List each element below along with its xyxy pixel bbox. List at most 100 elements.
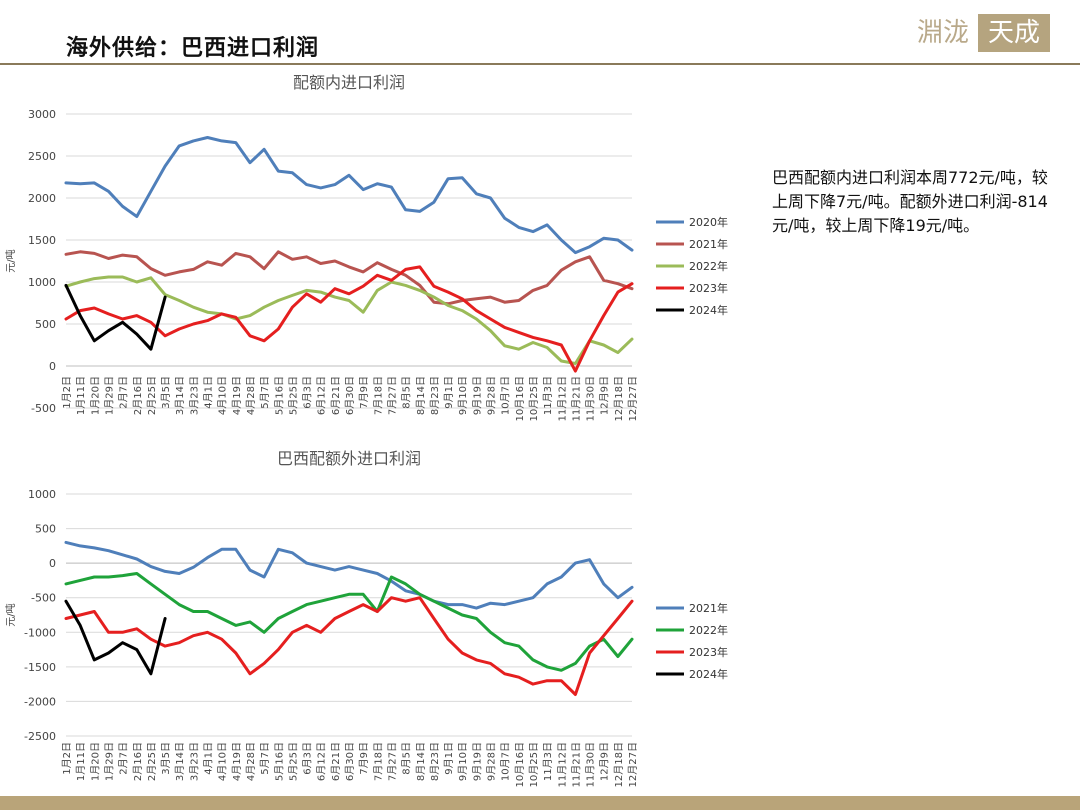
y-tick-label: 2500 bbox=[28, 150, 56, 163]
series-line-2021年 bbox=[64, 250, 634, 306]
x-tick-label: 10月16日 bbox=[514, 742, 526, 787]
chart-quota-in-profit: 配额内进口利润 -500 0 500 1000 1500 2000 2500 3000 元/吨 1月… bbox=[4, 73, 728, 421]
y-tick-label: 1000 bbox=[28, 276, 56, 289]
x-tick-label: 4月28日 bbox=[245, 742, 257, 781]
y-axis-label: 元/吨 bbox=[4, 249, 17, 272]
x-tick-label: 9月1日 bbox=[443, 742, 455, 775]
header-divider bbox=[0, 63, 1080, 65]
x-tick-label: 9月10日 bbox=[457, 376, 469, 415]
y-tick-label: 2000 bbox=[28, 192, 56, 205]
x-tick-label: 4月10日 bbox=[217, 376, 229, 415]
chart-title: 配额内进口利润 bbox=[293, 73, 405, 92]
legend-label: 2023年 bbox=[689, 645, 728, 659]
x-tick-label: 3月23日 bbox=[188, 742, 200, 781]
legend-label: 2022年 bbox=[689, 259, 728, 273]
x-tick-label: 5月16日 bbox=[273, 742, 285, 781]
x-tick-label: 9月1日 bbox=[443, 376, 455, 409]
x-tick-label: 8月14日 bbox=[415, 742, 427, 781]
x-tick-label: 10月25日 bbox=[528, 376, 540, 421]
x-tick-label: 1月2日 bbox=[61, 742, 73, 775]
legend-label: 2021年 bbox=[689, 601, 728, 615]
x-tick-label: 2月7日 bbox=[118, 742, 130, 775]
x-tick-label: 9月28日 bbox=[486, 376, 498, 415]
x-tick-label: 4月19日 bbox=[231, 742, 243, 781]
x-tick-label: 7月18日 bbox=[372, 376, 384, 415]
x-tick-label: 1月11日 bbox=[75, 376, 87, 415]
x-tick-label: 4月1日 bbox=[203, 742, 215, 775]
x-tick-label: 6月12日 bbox=[316, 376, 328, 415]
x-tick-label: 1月11日 bbox=[75, 742, 87, 781]
y-axis-label: 元/吨 bbox=[4, 603, 17, 626]
y-tick-label: 3000 bbox=[28, 108, 56, 121]
x-tick-label: 3月14日 bbox=[174, 376, 186, 415]
series-line-2022年 bbox=[64, 572, 634, 672]
x-tick-label: 9月19日 bbox=[471, 376, 483, 415]
x-tick-label: 11月30日 bbox=[585, 742, 597, 787]
x-tick-label: 10月7日 bbox=[500, 376, 512, 415]
y-tick-label: 0 bbox=[49, 360, 56, 373]
x-tick-label: 10月25日 bbox=[528, 742, 540, 787]
x-tick-label: 6月3日 bbox=[302, 376, 314, 409]
x-tick-label: 1月29日 bbox=[103, 376, 115, 415]
x-tick-label: 3月23日 bbox=[188, 376, 200, 415]
x-tick-label: 7月18日 bbox=[372, 742, 384, 781]
legend-label: 2024年 bbox=[689, 667, 728, 681]
logo-mark-right: 天成 bbox=[978, 14, 1050, 52]
x-tick-label: 5月7日 bbox=[259, 376, 271, 409]
x-tick-label: 1月20日 bbox=[89, 376, 101, 415]
x-tick-label: 11月12日 bbox=[556, 376, 568, 421]
x-tick-label: 6月30日 bbox=[344, 376, 356, 415]
series-line-2020年 bbox=[64, 136, 634, 255]
x-tick-label: 12月27日 bbox=[627, 742, 639, 787]
x-tick-label: 12月18日 bbox=[613, 742, 625, 787]
y-tick-label: 500 bbox=[35, 318, 56, 331]
x-tick-label: 11月3日 bbox=[542, 742, 554, 781]
x-tick-label: 12月9日 bbox=[599, 376, 611, 415]
y-tick-label: -500 bbox=[31, 592, 56, 605]
x-tick-label: 8月23日 bbox=[429, 742, 441, 781]
x-tick-label: 5月7日 bbox=[259, 742, 271, 775]
x-tick-label: 6月21日 bbox=[330, 742, 342, 781]
x-tick-label: 3月14日 bbox=[174, 742, 186, 781]
x-tick-label: 12月18日 bbox=[613, 376, 625, 421]
legend-label: 2023年 bbox=[689, 281, 728, 295]
x-tick-label: 6月21日 bbox=[330, 376, 342, 415]
logo-mark-left: 淵泷 bbox=[916, 18, 969, 48]
series-line-2024年 bbox=[64, 283, 167, 351]
chart-quota-out-profit: 巴西配额外进口利润 -2500 -2000 -1500 -1000 -500 0 500 100… bbox=[4, 449, 728, 787]
x-tick-label: 9月19日 bbox=[471, 742, 483, 781]
x-tick-label: 12月27日 bbox=[627, 376, 639, 421]
x-tick-label: 5月25日 bbox=[287, 742, 299, 781]
legend-label: 2024年 bbox=[689, 303, 728, 317]
x-tick-label: 7月9日 bbox=[358, 742, 370, 775]
company-logo: 淵泷 天成 bbox=[912, 10, 1052, 56]
x-tick-label: 1月29日 bbox=[103, 742, 115, 781]
x-tick-label: 5月25日 bbox=[287, 376, 299, 415]
x-tick-label: 4月28日 bbox=[245, 376, 257, 415]
y-tick-label: -2000 bbox=[24, 695, 56, 708]
x-tick-label: 8月23日 bbox=[429, 376, 441, 415]
x-tick-label: 9月28日 bbox=[486, 742, 498, 781]
y-tick-label: -1500 bbox=[24, 661, 56, 674]
series-line-2021年 bbox=[64, 540, 634, 610]
x-tick-label: 10月7日 bbox=[500, 742, 512, 781]
page-title: 海外供给：巴西进口利润 bbox=[66, 36, 320, 61]
series-line-2023年 bbox=[64, 265, 634, 373]
x-tick-label: 4月1日 bbox=[203, 376, 215, 409]
x-tick-label: 4月10日 bbox=[217, 742, 229, 781]
x-tick-label: 4月19日 bbox=[231, 376, 243, 415]
footer-bar bbox=[0, 796, 1080, 810]
x-tick-label: 1月20日 bbox=[89, 742, 101, 781]
x-tick-label: 6月3日 bbox=[302, 742, 314, 775]
x-tick-label: 6月30日 bbox=[344, 742, 356, 781]
y-tick-label: 1500 bbox=[28, 234, 56, 247]
x-tick-label: 10月16日 bbox=[514, 376, 526, 421]
x-tick-label: 11月12日 bbox=[556, 742, 568, 787]
x-tick-label: 3月5日 bbox=[160, 742, 172, 775]
legend-label: 2021年 bbox=[689, 237, 728, 251]
x-tick-label: 11月30日 bbox=[585, 376, 597, 421]
x-tick-label: 11月21日 bbox=[570, 376, 582, 421]
x-tick-label: 3月5日 bbox=[160, 376, 172, 409]
y-tick-label: -2500 bbox=[24, 730, 56, 743]
chart-title: 巴西配额外进口利润 bbox=[277, 449, 421, 468]
